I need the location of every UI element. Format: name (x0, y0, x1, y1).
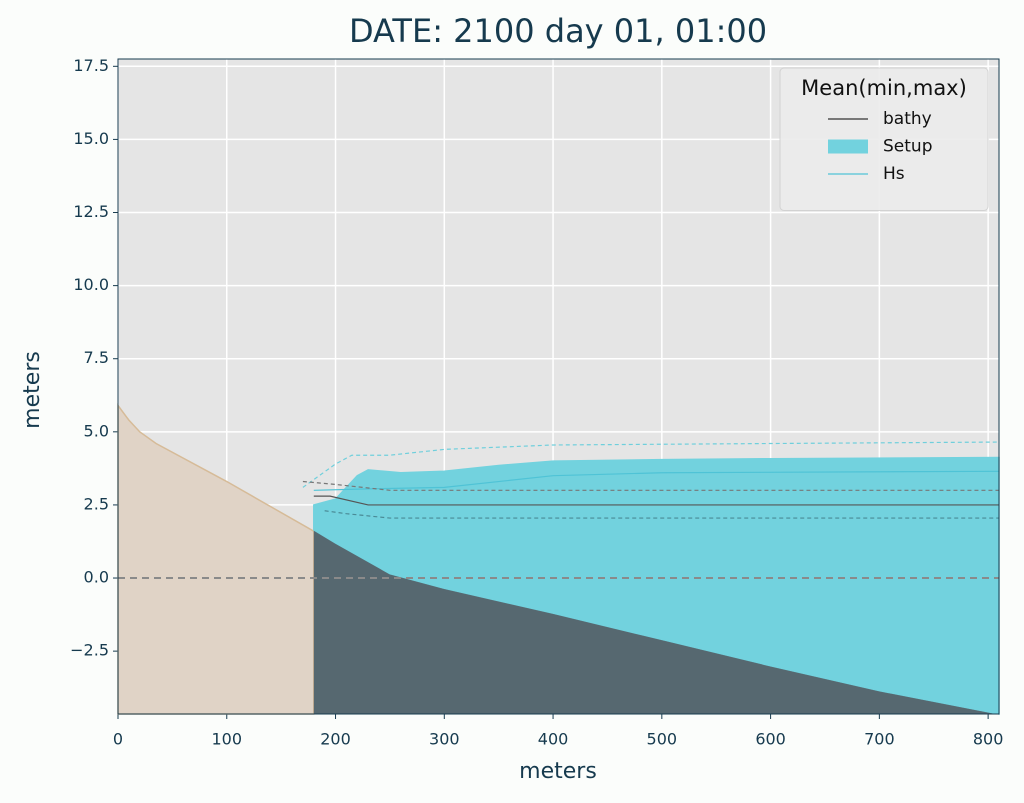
y-tick-label: −2.5 (70, 641, 109, 660)
x-tick-label: 0 (113, 730, 123, 749)
y-axis-label: meters (20, 351, 45, 429)
line (324, 510, 999, 519)
legend-swatch (828, 139, 868, 154)
x-tick-label: 700 (864, 730, 895, 749)
line (302, 441, 1000, 488)
x-tick-label: 100 (211, 730, 242, 749)
x-tick-label: 500 (647, 730, 678, 749)
area (313, 529, 999, 714)
x-tick-label: 300 (429, 730, 460, 749)
legend-box (779, 67, 989, 211)
x-tick-label: 800 (973, 730, 1004, 749)
y-tick-label: 17.5 (73, 56, 109, 75)
y-tick-label: 7.5 (84, 348, 109, 367)
plot-border (117, 58, 1000, 715)
y-tick-label: 15.0 (73, 129, 109, 148)
y-tick-label: 10.0 (73, 275, 109, 294)
x-tick-label: 600 (755, 730, 786, 749)
y-tick-label: 12.5 (73, 202, 109, 221)
y-tick-label: 2.5 (84, 494, 109, 513)
legend-label: bathy (883, 109, 932, 129)
legend-label: Hs (883, 164, 905, 184)
chart-title: DATE: 2100 day 01, 01:00 (349, 12, 767, 50)
x-tick-label: 200 (320, 730, 351, 749)
y-tick-label: 5.0 (84, 421, 109, 440)
line (302, 480, 999, 491)
legend-label: Setup (883, 137, 932, 157)
legend-title: Mean(min,max) (801, 76, 967, 100)
x-axis-label: meters (519, 759, 597, 784)
x-tick-label: 400 (538, 730, 569, 749)
line (313, 495, 999, 506)
line (313, 470, 1000, 491)
y-tick-label: 0.0 (84, 568, 109, 587)
